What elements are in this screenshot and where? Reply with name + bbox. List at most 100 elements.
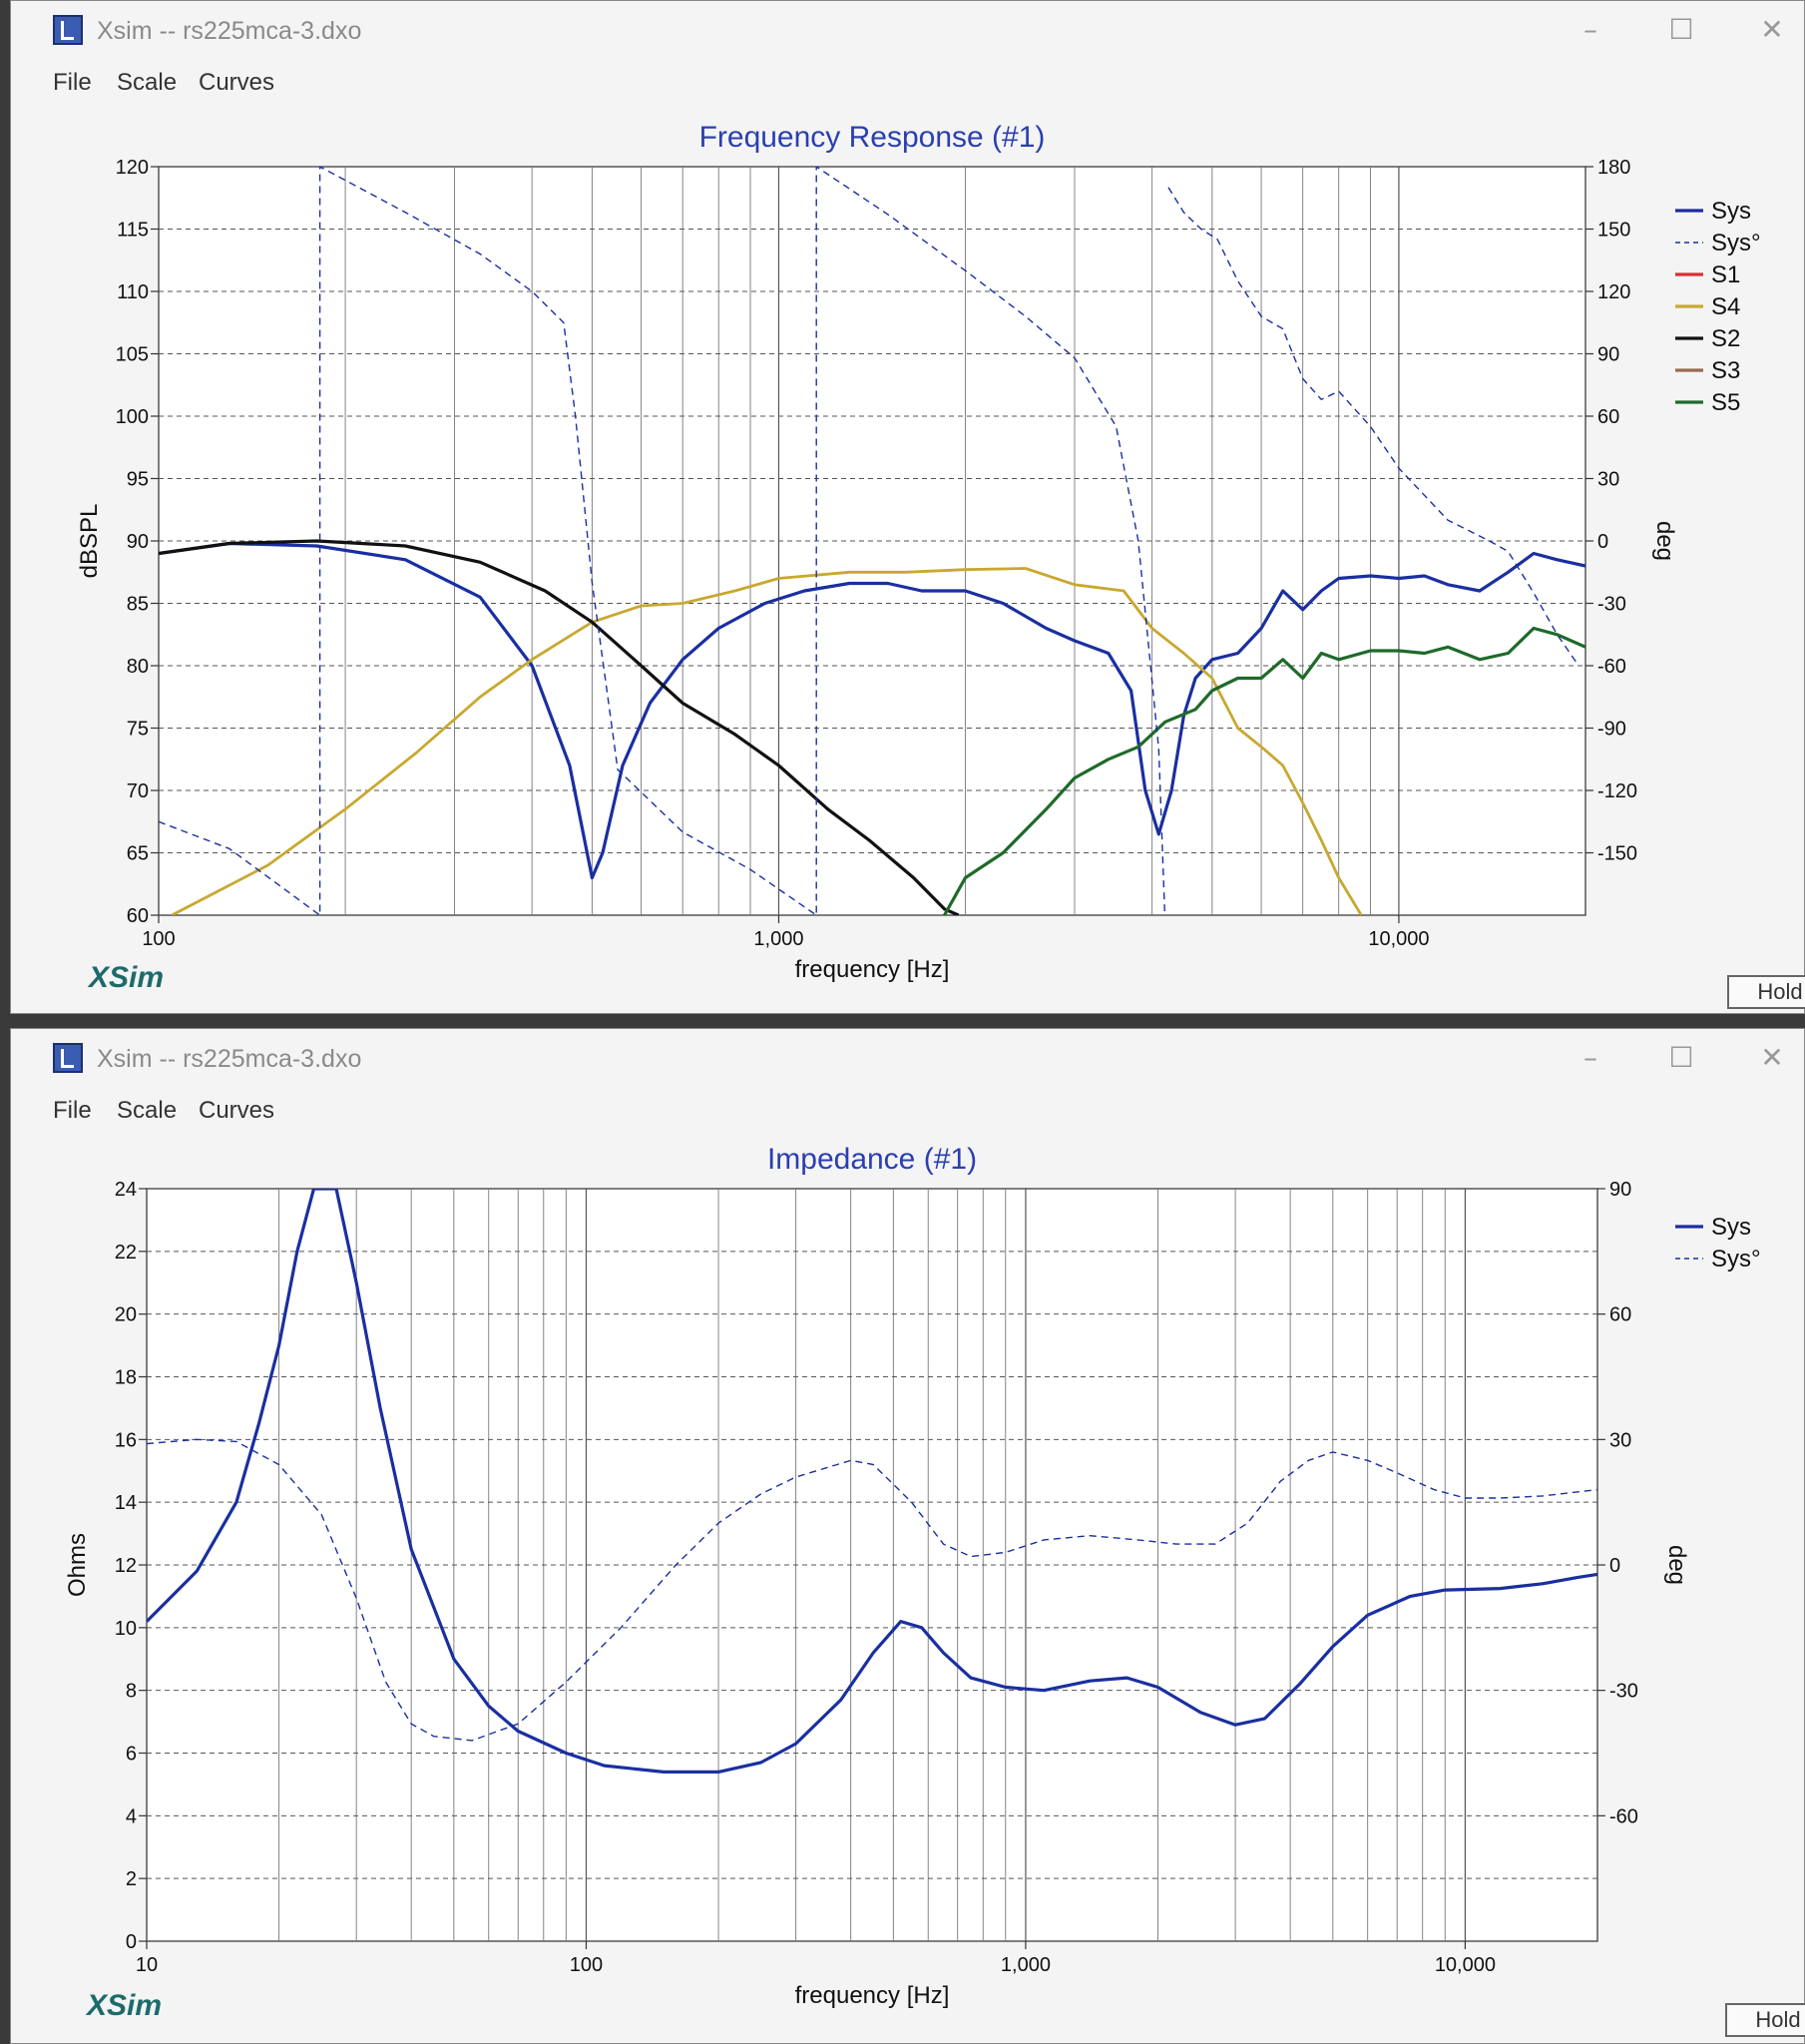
plot-area — [146, 1188, 1598, 1942]
y-tick-label: 14 — [115, 1492, 137, 1514]
y2-axis-label: deg — [1663, 1545, 1690, 1585]
series-line-s5 — [943, 626, 1585, 915]
y-tick-label: 6 — [126, 1744, 137, 1766]
y-tick-label: 10 — [115, 1618, 137, 1640]
y2-tick-label: -150 — [1597, 843, 1637, 865]
y-tick-label: 90 — [127, 531, 149, 553]
maximize-icon[interactable]: ☐ — [1668, 13, 1694, 46]
y2-tick-label: 0 — [1597, 531, 1608, 553]
menu-bar: File Scale Curves — [11, 1093, 1804, 1133]
series-line-sys-phase — [159, 167, 1166, 915]
legend-entry: S2 — [1711, 325, 1740, 352]
y2-tick-label: 30 — [1597, 469, 1619, 491]
series-line-s2 — [159, 539, 960, 915]
y-tick-label: 75 — [127, 719, 149, 741]
series-line-s4 — [171, 567, 1363, 915]
x-tick-label: 10,000 — [1435, 1954, 1496, 1976]
frequency-response-window: Xsim -- rs225mca-3.dxo – ☐ ✕ File Scale … — [10, 0, 1805, 1014]
hold-button[interactable]: Hold — [1727, 975, 1805, 1009]
title-bar: Xsim -- rs225mca-3.dxo – ☐ ✕ — [11, 1, 1804, 61]
y-tick-label: 80 — [127, 656, 149, 678]
x-tick-label: 100 — [142, 928, 175, 950]
y-tick-label: 115 — [117, 220, 149, 242]
y2-tick-label: 90 — [1609, 1179, 1631, 1201]
y2-tick-label: 90 — [1597, 344, 1619, 366]
chart-title: Impedance (#1) — [767, 1143, 977, 1176]
impedance-window: Xsim -- rs225mca-3.dxo – ☐ ✕ File Scale … — [10, 1028, 1805, 2044]
x-tick-label: 1,000 — [1001, 1954, 1051, 1976]
y2-tick-label: -30 — [1597, 594, 1626, 616]
y-tick-label: 0 — [126, 1931, 137, 1953]
y-tick-label: 4 — [126, 1805, 137, 1827]
y-tick-label: 16 — [115, 1429, 137, 1451]
close-icon[interactable]: ✕ — [1760, 13, 1784, 46]
menu-curves[interactable]: Curves — [199, 1097, 275, 1124]
y-axis-label: dBSPL — [76, 504, 103, 579]
menu-scale[interactable]: Scale — [117, 1097, 178, 1124]
y-tick-label: 24 — [115, 1179, 137, 1201]
y2-tick-label: 150 — [1597, 220, 1630, 242]
menu-bar: File Scale Curves — [11, 65, 1804, 105]
maximize-icon[interactable]: ☐ — [1668, 1041, 1694, 1074]
y2-tick-label: 120 — [1597, 281, 1630, 303]
legend-entry: S4 — [1711, 293, 1740, 320]
frequency-response-chart: Frequency Response (#1) 60 65 70 75 80 85 90 95 1… — [76, 121, 1761, 983]
y2-tick-label: -120 — [1597, 780, 1637, 802]
y-tick-label: 70 — [127, 780, 149, 802]
y-tick-label: 95 — [127, 469, 149, 491]
legend-entry: Sys — [1711, 198, 1751, 225]
y-tick-label: 18 — [115, 1367, 137, 1389]
impedance-chart: Impedance (#1)024681012141618202224-60-3… — [64, 1143, 1761, 2009]
y-tick-label: 20 — [115, 1304, 137, 1326]
y-tick-label: 85 — [127, 594, 149, 616]
y-tick-label: 8 — [126, 1681, 137, 1703]
legend-entry: Sys° — [1711, 230, 1761, 256]
menu-file[interactable]: File — [53, 1097, 92, 1124]
y-tick-label: 105 — [116, 344, 149, 366]
y-tick-label: 65 — [127, 843, 149, 865]
y-tick-label: 12 — [115, 1555, 137, 1577]
legend-entry: S1 — [1711, 261, 1740, 288]
y2-tick-label: -90 — [1597, 719, 1626, 741]
y2-tick-label: -30 — [1609, 1681, 1638, 1703]
legend: Sys Sys° — [1675, 1214, 1761, 1273]
y-axis-label: Ohms — [64, 1533, 91, 1597]
series-line-sys — [147, 1189, 1597, 1774]
y2-tick-label: -60 — [1597, 656, 1626, 678]
series-line-sys-phase — [147, 1438, 1597, 1742]
y-tick-label: 110 — [117, 281, 149, 303]
x-axis-label: frequency [Hz] — [795, 956, 950, 983]
y2-tick-label: 60 — [1597, 406, 1619, 428]
y-tick-label: 22 — [115, 1242, 137, 1264]
horizontal-grid — [159, 229, 1585, 853]
xsim-logo: XSim — [87, 1989, 163, 2022]
y-tick-label: 120 — [116, 157, 149, 179]
menu-scale[interactable]: Scale — [117, 69, 178, 96]
xsim-app-icon — [53, 15, 83, 45]
x-axis-label: frequency [Hz] — [795, 1982, 950, 2009]
y2-tick-label: 60 — [1609, 1304, 1631, 1326]
legend: Sys Sys° S1 S4 S2 S3 S5 — [1675, 198, 1761, 416]
legend-entry: S3 — [1711, 357, 1740, 384]
legend-entry: Sys — [1711, 1214, 1751, 1241]
chart-title: Frequency Response (#1) — [699, 121, 1046, 154]
y2-axis-label: deg — [1651, 521, 1678, 561]
menu-file[interactable]: File — [53, 69, 92, 96]
minimize-icon[interactable]: – — [1583, 1041, 1597, 1074]
close-icon[interactable]: ✕ — [1760, 1041, 1784, 1074]
series-line-sys-phase — [1167, 187, 1579, 667]
series-group — [147, 1189, 1597, 1774]
y2-tick-label: 30 — [1609, 1429, 1631, 1451]
legend-entry: S5 — [1711, 389, 1740, 416]
x-tick-label: 10 — [136, 1954, 158, 1976]
series-line-sys — [159, 541, 1585, 880]
minimize-icon[interactable]: – — [1583, 13, 1597, 46]
hold-button[interactable]: Hold — [1725, 2003, 1805, 2037]
x-tick-label: 100 — [570, 1954, 603, 1976]
title-bar: Xsim -- rs225mca-3.dxo – ☐ ✕ — [11, 1029, 1804, 1089]
menu-curves[interactable]: Curves — [199, 69, 275, 96]
xsim-app-icon — [53, 1043, 83, 1073]
y2-tick-label: 180 — [1597, 157, 1630, 179]
window-title: Xsim -- rs225mca-3.dxo — [97, 17, 362, 45]
x-tick-label: 10,000 — [1368, 928, 1429, 950]
